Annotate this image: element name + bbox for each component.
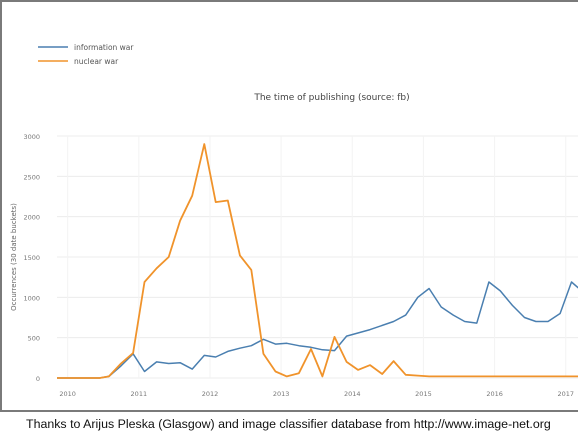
x-tick-label: 2016 (486, 390, 503, 398)
y-axis-label: Occurrences (30 date buckets) (10, 203, 18, 311)
x-tick-label: 2013 (273, 390, 290, 398)
x-tick-label: 2017 (557, 390, 574, 398)
y-tick-label: 1500 (23, 254, 40, 262)
x-tick-label: 2014 (344, 390, 361, 398)
image-caption: Thanks to Arijus Pleska (Glasgow) and im… (26, 417, 551, 431)
line-chart: 0 500 1000 1500 2000 2500 3000 2010 2011 2012 2013… (10, 43, 578, 398)
y-tick-label: 0 (36, 375, 40, 383)
chart-frame: 0 500 1000 1500 2000 2500 3000 2010 2011 2012 2013… (0, 0, 578, 412)
y-tick-label: 2000 (23, 214, 40, 222)
legend-label: information war (74, 43, 134, 52)
series-line-information-war (57, 281, 578, 379)
x-tick-label: 2012 (202, 390, 219, 398)
x-tick-label: 2011 (131, 390, 148, 398)
chart-title: The time of publishing (source: fb) (253, 93, 409, 103)
series-line-nuclear-war (57, 143, 578, 379)
y-tick-label: 500 (28, 335, 40, 343)
y-tick-label: 3000 (23, 133, 40, 141)
y-tick-label: 1000 (23, 294, 40, 302)
x-tick-label: 2010 (59, 390, 76, 398)
x-tick-label: 2015 (415, 390, 432, 398)
legend-label: nuclear war (74, 57, 119, 66)
y-tick-label: 2500 (23, 173, 40, 181)
